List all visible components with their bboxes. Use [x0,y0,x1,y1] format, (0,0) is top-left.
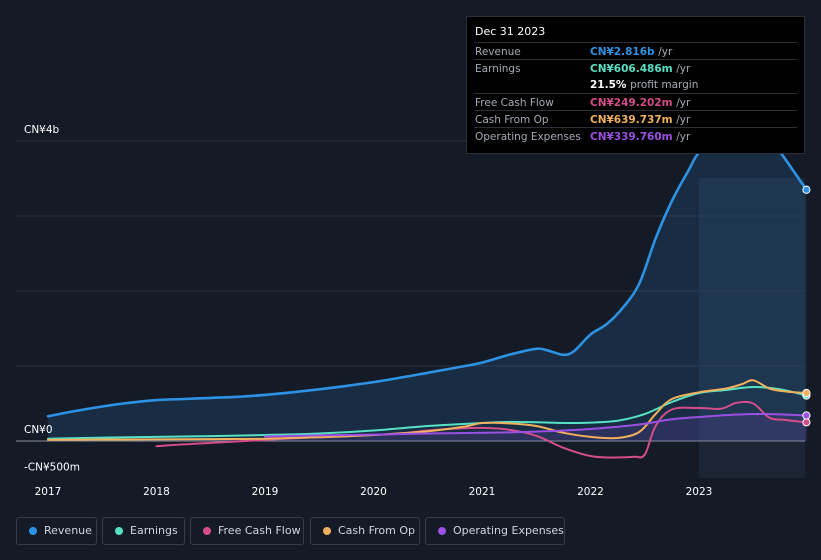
end-marker-revenue [802,185,811,194]
tooltip-value: CN¥339.760m [590,131,673,143]
legend-dot-icon [323,527,331,535]
legend-item-earnings[interactable]: Earnings [102,517,185,545]
x-axis-labels: 2017 2018 2019 2020 2021 2022 2023 [35,486,713,498]
tooltip-value: CN¥639.737m [590,114,673,126]
legend-dot-icon [438,527,446,535]
tooltip-label: Cash From Op [475,114,549,126]
x-tick-label: 2017 [35,486,62,498]
y-axis-labels: CN¥4b CN¥0 -CN¥500m [24,124,80,474]
tooltip-label: Free Cash Flow [475,97,554,109]
x-tick-label: 2019 [252,486,279,498]
tooltip-date: Dec 31 2023 [475,25,546,38]
tooltip-unit: /yr [676,63,691,75]
series-line-earnings [47,385,808,440]
tooltip-row-free-cash-flow: Free Cash Flow CN¥249.202m /yr [474,93,797,111]
tooltip-unit: /yr [658,46,673,58]
legend-label: Earnings [130,524,178,537]
tooltip-value: 21.5% [590,79,627,91]
x-tick-label: 2023 [686,486,713,498]
tooltip-row-revenue: Revenue CN¥2.816b /yr [474,42,797,60]
future-highlight-region [699,178,805,478]
legend-item-operating-expenses[interactable]: Operating Expenses [425,517,565,545]
end-markers [802,185,811,427]
legend-item-cash-from-op[interactable]: Cash From Op [310,517,420,545]
tooltip-label: Earnings [475,63,521,75]
end-marker-free-cash-flow [802,418,811,427]
tooltip-row-cash-from-op: Cash From Op CN¥639.737m /yr [474,110,797,128]
data-tooltip: Dec 31 2023 Revenue CN¥2.816b /yr Earnin… [466,16,805,154]
y-tick-label: CN¥0 [24,424,53,436]
end-marker-cash-from-op [802,388,811,398]
x-tick-label: 2021 [469,486,496,498]
legend-dot-icon [29,527,37,535]
tooltip-row-profit-margin: 21.5% profit margin [474,76,797,93]
legend-label: Operating Expenses [453,524,564,537]
tooltip-label: Revenue [475,46,521,58]
tooltip-unit: /yr [676,114,691,126]
legend-label: Cash From Op [338,524,416,537]
tooltip-value: CN¥249.202m [590,97,673,109]
tooltip-row-operating-expenses: Operating Expenses CN¥339.760m /yr [474,127,797,145]
tooltip-label: Operating Expenses [475,131,581,143]
legend-dot-icon [203,527,211,535]
y-tick-label: -CN¥500m [24,462,80,474]
tooltip-unit: profit margin [630,79,699,91]
tooltip-row-earnings: Earnings CN¥606.486m /yr [474,59,797,77]
legend-dot-icon [115,527,123,535]
legend-label: Revenue [44,524,92,537]
tooltip-value: CN¥606.486m [590,63,673,75]
legend-item-revenue[interactable]: Revenue [16,517,97,545]
tooltip-unit: /yr [676,97,691,109]
y-tick-label: CN¥4b [24,124,60,136]
series-area-revenue [48,128,807,441]
tooltip-value: CN¥2.816b [590,46,655,58]
legend-item-free-cash-flow[interactable]: Free Cash Flow [190,517,304,545]
x-tick-label: 2022 [577,486,604,498]
end-marker-operating-expenses [802,411,811,420]
tooltip-unit: /yr [676,131,691,143]
series-line-operating-expenses [264,412,808,438]
legend-label: Free Cash Flow [218,524,301,537]
series-layer [46,127,808,459]
x-tick-label: 2018 [143,486,170,498]
series-line-cash-from-op [47,379,808,441]
x-tick-label: 2020 [360,486,387,498]
